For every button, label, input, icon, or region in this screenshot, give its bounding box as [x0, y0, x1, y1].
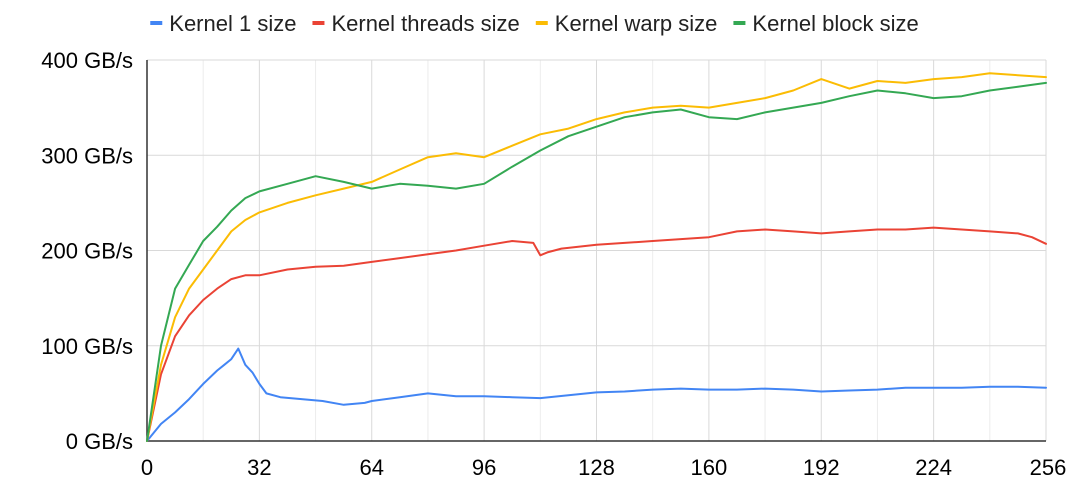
- legend-marker: [312, 21, 325, 25]
- y-tick-label: 100 GB/s: [41, 334, 133, 359]
- x-tick-label: 32: [247, 455, 271, 480]
- x-tick-label: 0: [141, 455, 153, 480]
- x-tick-label: 128: [578, 455, 615, 480]
- legend-marker: [150, 21, 163, 25]
- x-tick-label: 96: [472, 455, 496, 480]
- x-axis-tick-labels: 0 32 64 96 128 160 192 224 256: [141, 455, 1066, 480]
- series-line-kernel-warp-size: [146, 72, 1047, 442]
- legend-label: Kernel threads size: [331, 11, 519, 36]
- legend-marker: [733, 21, 746, 25]
- y-axis-tick-labels: 0 GB/s 100 GB/s 200 GB/s 300 GB/s 400 GB/s: [41, 48, 133, 454]
- y-tick-label: 200 GB/s: [41, 239, 133, 264]
- axes: [146, 60, 1046, 442]
- legend-label: Kernel warp size: [555, 11, 718, 36]
- x-tick-label: 224: [915, 455, 952, 480]
- x-tick-label: 160: [691, 455, 728, 480]
- grid-lines: [147, 59, 1047, 441]
- x-tick-label: 256: [1030, 455, 1067, 480]
- x-tick-label: 64: [360, 455, 384, 480]
- legend-label: Kernel block size: [752, 11, 918, 36]
- legend: Kernel 1 size Kernel threads size Kernel w…: [150, 11, 919, 36]
- series-lines: [146, 72, 1047, 442]
- series-line-kernel-threads-size: [146, 226, 1047, 442]
- series-line-kernel-1-size: [146, 347, 1047, 442]
- legend-marker: [535, 21, 548, 25]
- x-tick-label: 192: [803, 455, 840, 480]
- series-line-kernel-block-size: [146, 81, 1047, 442]
- y-tick-label: 0 GB/s: [66, 429, 133, 454]
- y-tick-label: 400 GB/s: [41, 48, 133, 73]
- y-tick-label: 300 GB/s: [41, 143, 133, 168]
- legend-label: Kernel 1 size: [169, 11, 296, 36]
